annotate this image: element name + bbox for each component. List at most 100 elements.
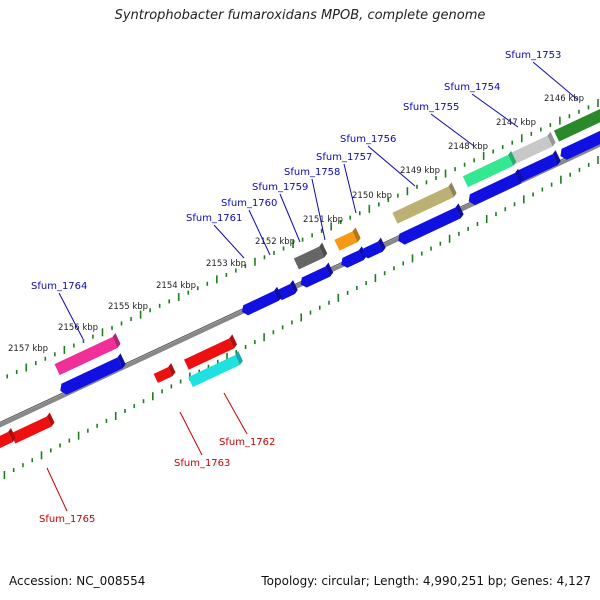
gene-side-face (515, 168, 524, 184)
gene-label-sfum-1760: Sfum_1760 (221, 198, 277, 209)
leader-line (179, 411, 203, 456)
gene-side-face (547, 131, 556, 147)
gene-body (398, 207, 461, 245)
gene-sfum-1762 (188, 350, 243, 388)
gene-sfum-1758 (293, 242, 328, 270)
scale-label: 2147 kbp (496, 118, 536, 128)
cds-box (515, 150, 561, 182)
gene-side-face (229, 334, 237, 349)
gene-sfum-1764 (54, 332, 121, 376)
gene-sfum-1756 (392, 182, 457, 224)
gene-side-face (552, 150, 561, 165)
gene-body (0, 432, 13, 448)
scale-label: 2157 kbp (8, 344, 48, 354)
gene-body (362, 241, 383, 259)
gene-body (10, 416, 52, 444)
gene-side-face (235, 350, 243, 365)
gene-body (188, 354, 240, 388)
leader-line (430, 113, 475, 147)
leader-line (367, 145, 416, 187)
gene-body (293, 246, 325, 270)
cds-box (60, 353, 126, 395)
leader-line (58, 292, 84, 340)
scale-label: 2155 kbp (108, 302, 148, 312)
scale-label: 2151 kbp (303, 215, 343, 225)
gene-side-face (377, 237, 386, 252)
gene-label-sfum-1762: Sfum_1762 (219, 437, 275, 448)
cds-box (560, 130, 600, 160)
gene-body (515, 154, 558, 182)
label-layer: 2146 kbp 2147 kbp 2148 kbp 2149 kbp 2150 kbp… (8, 50, 584, 525)
gene-label-sfum-1756: Sfum_1756 (340, 134, 396, 145)
gene-body (553, 108, 600, 142)
leader-line (311, 178, 326, 241)
gene-label-sfum-1765: Sfum_1765 (39, 514, 95, 525)
gene-side-face (168, 363, 176, 377)
gene-body (392, 186, 454, 224)
leader-line (279, 193, 301, 243)
gene-label-sfum-1754: Sfum_1754 (444, 82, 500, 93)
scale-label: 2146 kbp (544, 94, 584, 104)
gene-sfum-1753 (553, 108, 600, 142)
gene-label-sfum-1759: Sfum_1759 (252, 182, 308, 193)
cds-box (241, 286, 282, 316)
gene-side-face (508, 150, 517, 166)
scale-label: 2150 kbp (352, 191, 392, 201)
leader-line (471, 93, 519, 128)
gene-sfum-1757 (334, 227, 361, 251)
leader-line (248, 209, 271, 256)
gene-side-face (112, 332, 121, 348)
gene-label-sfum-1761: Sfum_1761 (186, 213, 242, 224)
cds-box (341, 246, 367, 268)
map-title: Syntrophobacter fumaroxidans MPOB, compl… (114, 8, 486, 23)
gene-label-sfum-1753: Sfum_1753 (505, 50, 561, 61)
gene-sfum-1763-body (184, 334, 237, 370)
gene-label-sfum-1764: Sfum_1764 (31, 281, 87, 292)
gene-sfum-1765-part (0, 428, 16, 448)
gene-side-face (117, 353, 126, 369)
gene-sfum-1763 (153, 363, 176, 383)
feature-layer (0, 108, 600, 448)
gene-sfum-1765 (10, 412, 55, 444)
gene-side-face (289, 280, 298, 295)
leader-line (343, 163, 357, 214)
gene-side-face (352, 227, 361, 243)
gene-side-face (325, 262, 334, 277)
genome-summary-label: Topology: circular; Length: 4,990,251 bp… (261, 574, 591, 588)
scale-label: 2156 kbp (58, 323, 98, 333)
accession-label: Accession: NC_008554 (9, 574, 146, 588)
leader-line (46, 467, 68, 512)
gene-label-sfum-1763: Sfum_1763 (174, 458, 230, 469)
gene-label-sfum-1757: Sfum_1757 (316, 152, 372, 163)
gene-side-face (455, 203, 464, 219)
leader-line (213, 224, 245, 259)
scale-label: 2148 kbp (448, 142, 488, 152)
scale-label: 2149 kbp (400, 166, 440, 176)
gene-side-face (448, 182, 457, 198)
scale-layer (3, 99, 599, 480)
gene-side-face (274, 286, 282, 301)
gene-body (241, 290, 279, 316)
gene-body (60, 357, 123, 395)
gene-body (560, 130, 600, 160)
gene-body (54, 336, 118, 376)
gene-body (468, 172, 521, 206)
gene-body (334, 231, 358, 251)
gene-side-face (7, 428, 16, 443)
gene-body (341, 250, 364, 268)
cds-box (300, 262, 334, 288)
gene-label-sfum-1758: Sfum_1758 (284, 167, 340, 178)
outer-scale-track (6, 99, 599, 379)
leader-line (532, 61, 579, 101)
cds-box (362, 237, 386, 259)
gene-body (184, 338, 234, 370)
gene-label-sfum-1755: Sfum_1755 (403, 102, 459, 113)
scale-label: 2152 kbp (255, 237, 295, 247)
gene-body (462, 154, 514, 188)
gene-body (509, 135, 553, 165)
gene-side-face (46, 412, 55, 427)
leader-line (223, 392, 248, 435)
gene-body (153, 367, 173, 383)
cds-box (398, 203, 464, 245)
